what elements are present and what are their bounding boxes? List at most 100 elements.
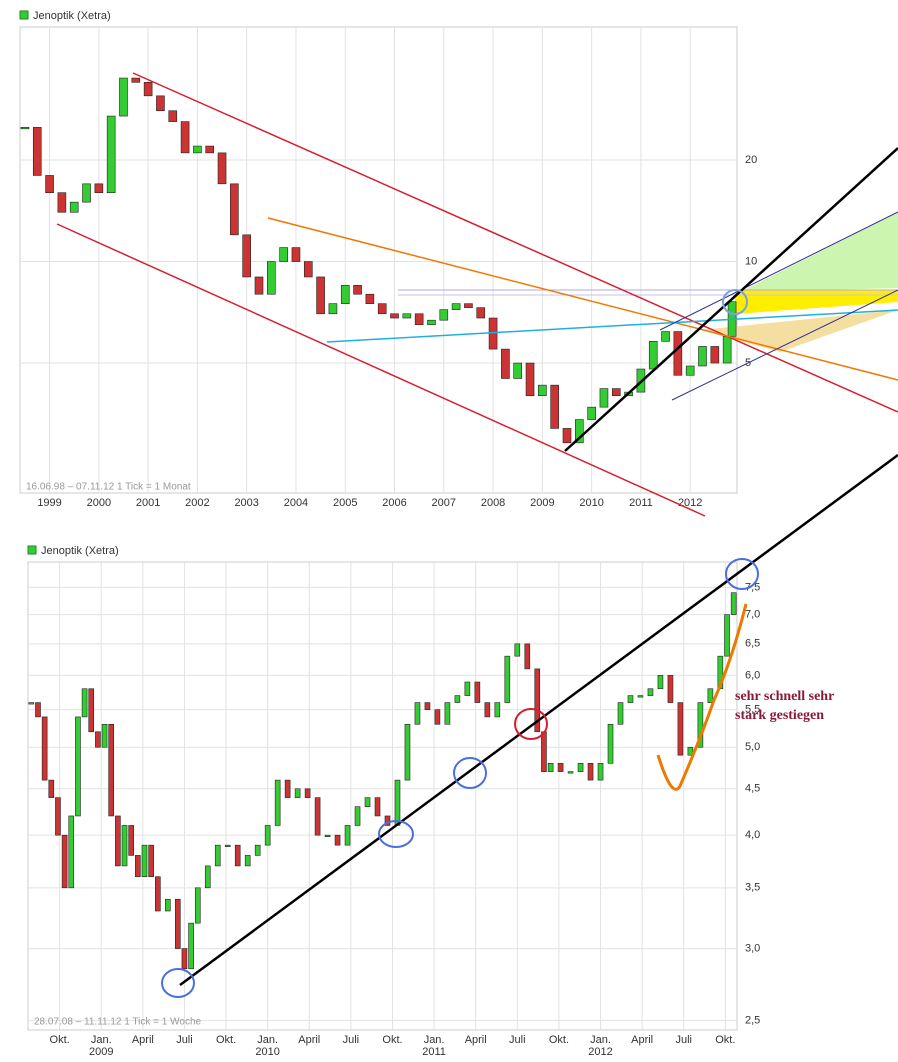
candle: [414, 702, 421, 725]
circle: [161, 968, 195, 998]
plot-frame: [19, 26, 738, 494]
candle: [81, 688, 88, 718]
x-year-label: 2012: [588, 1046, 612, 1058]
x-tick-label: April: [132, 1034, 154, 1046]
candle: [494, 702, 501, 718]
candle: [562, 428, 572, 444]
x-tick-label: April: [298, 1034, 320, 1046]
candle: [35, 702, 41, 718]
candle: [698, 346, 707, 367]
candle: [710, 346, 720, 364]
candle: [344, 825, 351, 846]
candle: [28, 702, 35, 705]
y-tick-label: 3,5: [745, 882, 760, 894]
candle: [106, 115, 116, 194]
circle: [378, 820, 414, 848]
legend-swatch: [19, 10, 29, 20]
x-tick-label: 2012: [678, 497, 702, 509]
x-tick-label: 2002: [185, 497, 209, 509]
candle: [501, 348, 510, 379]
x-tick-label: Okt.: [382, 1034, 402, 1046]
x-tick-label: Okt.: [216, 1034, 236, 1046]
trendline: [326, 309, 898, 343]
candle: [677, 702, 684, 756]
candle: [577, 763, 584, 772]
candle: [244, 855, 251, 867]
legend-label: Jenoptik (Xetra): [33, 10, 111, 22]
candle: [214, 844, 221, 867]
x-tick-label: 2000: [87, 497, 111, 509]
y-tick-label: 4,5: [745, 783, 760, 795]
trendline: [179, 453, 898, 987]
candle: [547, 763, 554, 772]
candle: [697, 702, 704, 748]
y-tick-label: 5,5: [745, 704, 760, 716]
x-tick-label: Jan.: [590, 1034, 611, 1046]
candle: [402, 313, 412, 319]
candle: [647, 688, 654, 696]
candle: [611, 388, 621, 397]
candle: [314, 797, 321, 836]
x-tick-label: Jan.: [91, 1034, 112, 1046]
x-year-label: 2010: [255, 1046, 279, 1058]
candle: [524, 643, 531, 670]
curve: [656, 603, 748, 791]
candle: [180, 121, 190, 154]
candle: [45, 175, 54, 194]
candle: [404, 723, 411, 781]
candle: [95, 731, 101, 748]
candle: [148, 844, 154, 878]
candle: [303, 261, 313, 278]
candle: [722, 336, 732, 364]
y-tick-label: 2,5: [745, 1014, 760, 1026]
candle: [61, 834, 68, 889]
candle: [374, 797, 381, 817]
candle: [168, 110, 178, 122]
candle: [476, 307, 486, 319]
y-tick-label: 5,0: [745, 741, 760, 753]
candle: [390, 313, 399, 319]
candle: [648, 341, 658, 370]
x-year-label: 2009: [89, 1046, 113, 1058]
candle: [427, 319, 436, 325]
candle: [599, 388, 609, 408]
candle: [364, 797, 371, 807]
candle: [707, 688, 714, 703]
candle: [57, 192, 67, 213]
candle: [667, 675, 674, 703]
x-tick-label: April: [631, 1034, 653, 1046]
candle: [68, 815, 75, 889]
x-tick-label: 2005: [333, 497, 357, 509]
x-tick-label: 2008: [481, 497, 505, 509]
candle: [484, 702, 491, 718]
x-tick-label: Juli: [176, 1034, 193, 1046]
trendline: [659, 211, 898, 331]
candle: [205, 145, 215, 154]
candle: [454, 695, 461, 703]
y-tick-label: 7,5: [745, 581, 760, 593]
candle: [444, 702, 451, 725]
legend-label: Jenoptik (Xetra): [41, 545, 119, 557]
footnote: 16.06.98 – 07.11.12 1 Tick = 1 Monat: [26, 482, 191, 493]
candle: [274, 779, 281, 826]
candle: [55, 797, 61, 836]
candle: [82, 183, 91, 203]
candle: [534, 668, 541, 733]
x-tick-label: 2010: [579, 497, 603, 509]
x-tick-label: 2006: [382, 497, 406, 509]
annotation: stark gestiegen: [735, 708, 824, 723]
candle: [267, 261, 276, 295]
trendline: [56, 223, 706, 517]
x-tick-label: 2003: [234, 497, 258, 509]
y-tick-label: 6,5: [745, 638, 760, 650]
candle: [567, 771, 574, 774]
x-year-label: 2011: [422, 1046, 446, 1058]
candle: [513, 362, 523, 379]
candle: [48, 779, 55, 798]
candle: [143, 82, 153, 97]
x-tick-label: Jan.: [257, 1034, 278, 1046]
candle: [353, 285, 362, 295]
candle: [334, 834, 341, 846]
candle: [135, 855, 141, 878]
candle: [316, 276, 325, 315]
